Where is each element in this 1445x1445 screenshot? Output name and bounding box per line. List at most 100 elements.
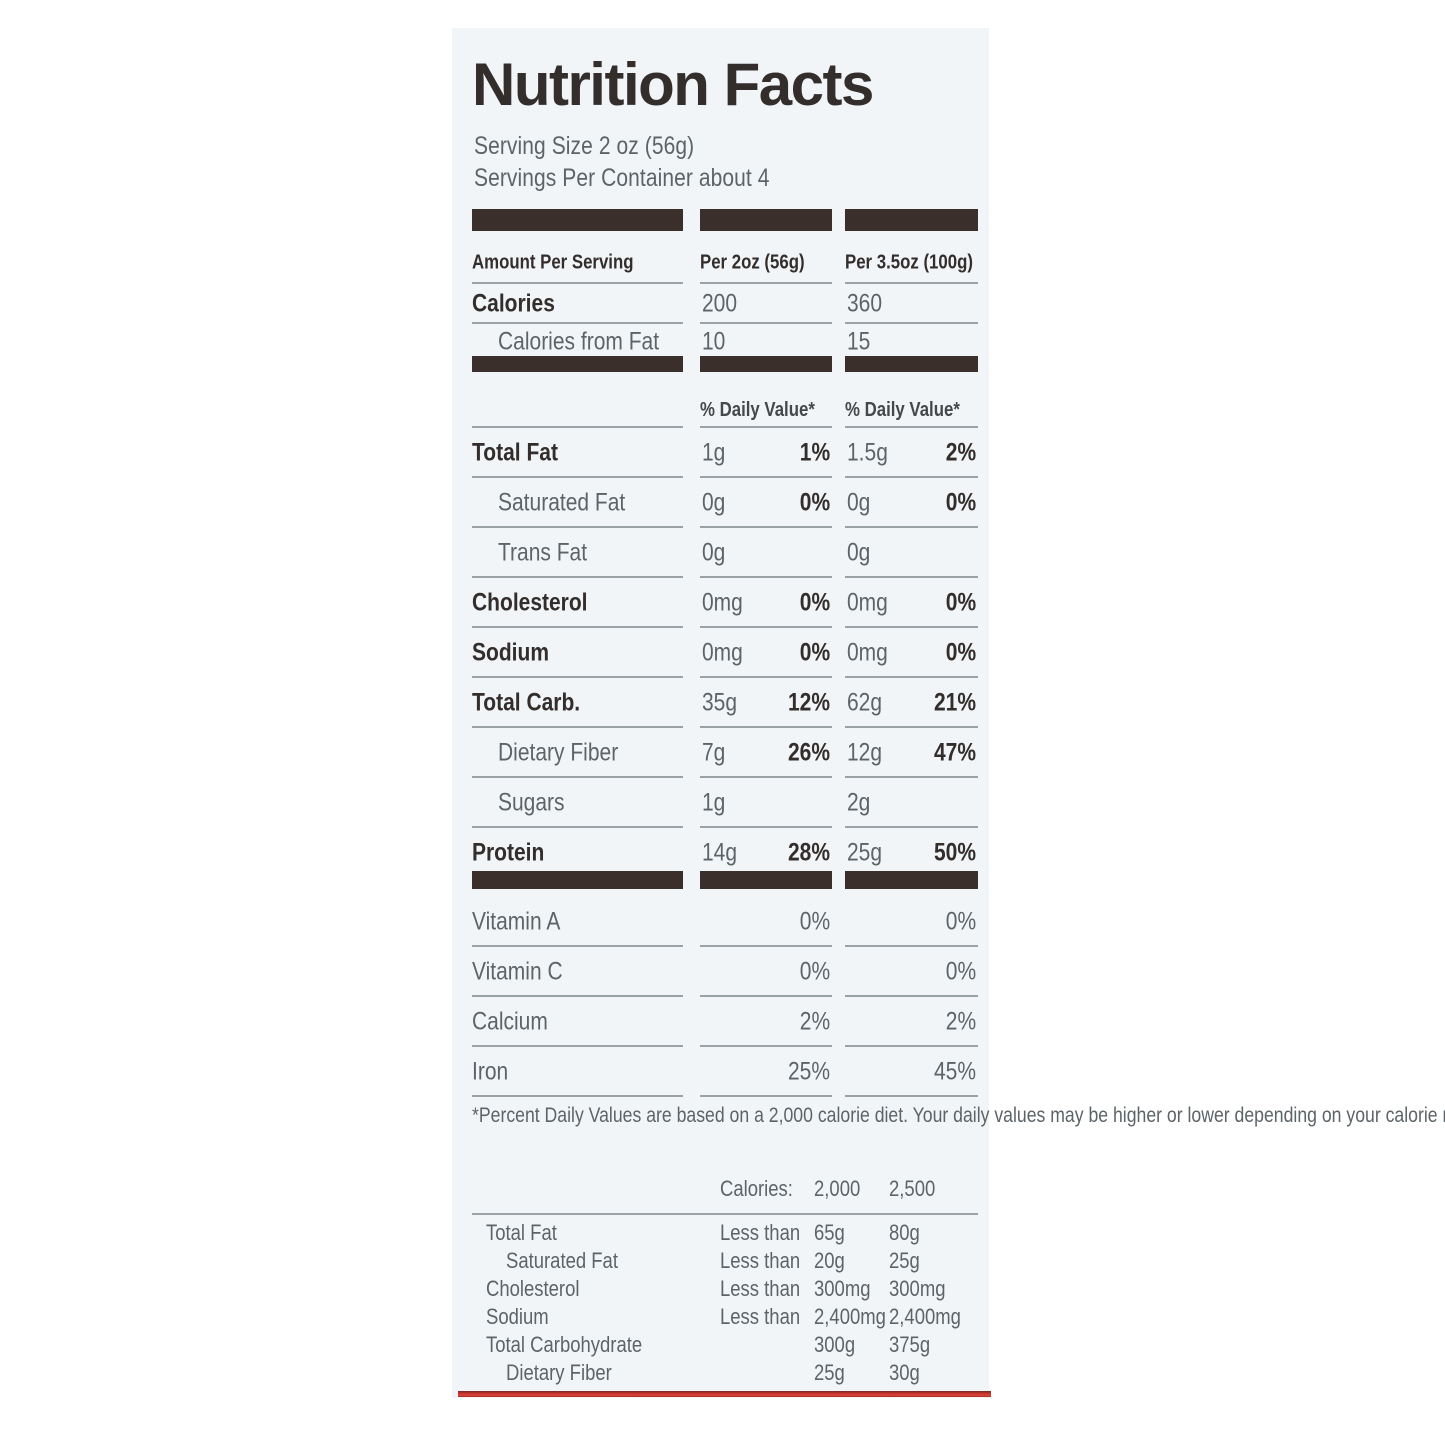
column-header-per-2oz: Per 2oz (56g) xyxy=(700,251,805,274)
nutrient-row: Sugars 1g 2g xyxy=(452,778,989,828)
nutrient-col2-percent: 2% xyxy=(945,438,976,467)
amount-per-serving-label: Amount Per Serving xyxy=(472,251,634,274)
divider-bar-top-col3 xyxy=(845,209,978,231)
row-rule xyxy=(472,826,683,828)
row-rule xyxy=(700,726,832,728)
calories-from-fat-col1-value: 10 xyxy=(702,327,726,356)
nutrient-col1-amount: 14g xyxy=(702,838,738,867)
reference-row-name: Saturated Fat xyxy=(506,1248,618,1273)
nutrient-col1-percent: 0% xyxy=(799,488,830,517)
nutrient-label-cell: Dietary Fiber xyxy=(472,728,683,778)
nutrient-row: Dietary Fiber 7g 26% 12g 47% xyxy=(452,728,989,778)
vitamin-col1-cell: 0% xyxy=(700,947,832,997)
column-header-per-3-5oz: Per 3.5oz (100g) xyxy=(845,251,973,274)
nutrient-col2-cell: 0g xyxy=(845,528,978,578)
row-rule xyxy=(845,626,978,628)
nutrient-col1-cell: 0mg 0% xyxy=(700,578,832,628)
nutrient-col1-percent: 28% xyxy=(787,838,830,867)
nutrient-col2-cell: 0mg 0% xyxy=(845,628,978,678)
row-rule xyxy=(845,426,978,428)
vitamin-label: Vitamin A xyxy=(472,907,561,936)
table-header-row: Amount Per Serving Per 2oz (56g) Per 3.5… xyxy=(452,242,989,284)
row-rule xyxy=(845,576,978,578)
vitamin-col2-percent: 2% xyxy=(945,1007,976,1036)
nutrient-col2-amount: 62g xyxy=(847,688,883,717)
nutrient-col1-amount: 35g xyxy=(702,688,738,717)
nutrient-col1-percent: 0% xyxy=(799,588,830,617)
row-rule xyxy=(472,476,683,478)
vitamin-col2-cell: 0% xyxy=(845,947,978,997)
vitamin-col1-percent: 0% xyxy=(799,907,830,936)
divider-bar-bottom-col2 xyxy=(700,871,832,889)
nutrient-col1-cell: 0mg 0% xyxy=(700,628,832,678)
nutrient-label-cell: Saturated Fat xyxy=(472,478,683,528)
reference-table-row: Cholesterol Less than 300mg 300mg xyxy=(452,1276,989,1304)
reference-table-row: Dietary Fiber 25g 30g xyxy=(452,1360,989,1388)
row-rule xyxy=(700,826,832,828)
nutrient-col2-percent: 0% xyxy=(945,588,976,617)
vitamin-col1-percent: 25% xyxy=(787,1057,830,1086)
reference-row-value-2500: 375g xyxy=(889,1332,931,1357)
nutrient-col1-amount: 0mg xyxy=(702,588,743,617)
vitamin-col2-cell: 0% xyxy=(845,897,978,947)
daily-value-label-col2: % Daily Value* xyxy=(845,399,960,421)
row-rule xyxy=(700,776,832,778)
reference-table-row: Saturated Fat Less than 20g 25g xyxy=(452,1248,989,1276)
row-rule xyxy=(472,282,683,284)
vitamin-col1-cell: 25% xyxy=(700,1047,832,1097)
vitamin-col1-cell: 2% xyxy=(700,997,832,1047)
row-rule xyxy=(845,476,978,478)
vitamin-label-cell: Vitamin A xyxy=(472,897,683,947)
nutrient-col2-percent: 21% xyxy=(933,688,976,717)
vitamin-row: Vitamin A 0% 0% xyxy=(452,897,989,947)
calories-row: Calories 200 360 xyxy=(452,284,989,324)
nutrient-row: Sodium 0mg 0% 0mg 0% xyxy=(452,628,989,678)
nutrient-col1-cell: 14g 28% xyxy=(700,828,832,878)
nutrient-col1-cell: 0g 0% xyxy=(700,478,832,528)
nutrient-col2-amount: 0g xyxy=(847,488,871,517)
reference-table-row: Total Carbohydrate 300g 375g xyxy=(452,1332,989,1360)
row-rule xyxy=(472,945,683,947)
calories-from-fat-label-cell: Calories from Fat xyxy=(472,324,683,360)
row-rule xyxy=(845,282,978,284)
nutrient-label-cell: Sodium xyxy=(472,628,683,678)
vitamin-col2-percent: 45% xyxy=(933,1057,976,1086)
row-rule xyxy=(700,1045,832,1047)
row-rule xyxy=(845,526,978,528)
nutrient-label-cell: Total Fat xyxy=(472,428,683,478)
row-rule xyxy=(700,426,832,428)
calories-from-fat-col2-cell: 15 xyxy=(845,324,978,360)
vitamin-row: Calcium 2% 2% xyxy=(452,997,989,1047)
reference-col-2500-header: 2,500 xyxy=(889,1176,936,1201)
vitamin-col2-percent: 0% xyxy=(945,957,976,986)
nutrient-col1-amount: 0g xyxy=(702,488,726,517)
vitamin-label-cell: Vitamin C xyxy=(472,947,683,997)
row-rule xyxy=(845,676,978,678)
row-rule xyxy=(700,1095,832,1097)
nutrient-col1-cell: 35g 12% xyxy=(700,678,832,728)
vitamin-label: Iron xyxy=(472,1057,509,1086)
nutrient-col2-percent: 47% xyxy=(933,738,976,767)
divider-bar-mid-col1 xyxy=(472,356,683,372)
nutrient-row: Total Fat 1g 1% 1.5g 2% xyxy=(452,428,989,478)
nutrient-row: Trans Fat 0g 0g xyxy=(452,528,989,578)
vitamin-col1-cell: 0% xyxy=(700,897,832,947)
nutrient-col2-amount: 0mg xyxy=(847,588,888,617)
nutrient-col1-cell: 7g 26% xyxy=(700,728,832,778)
row-rule xyxy=(472,576,683,578)
row-rule xyxy=(700,282,832,284)
nutrient-row: Total Carb. 35g 12% 62g 21% xyxy=(452,678,989,728)
calories-col1-cell: 200 xyxy=(700,284,832,324)
servings-per-container-text: Servings Per Container about 4 xyxy=(474,164,770,192)
page-title: Nutrition Facts xyxy=(472,51,874,118)
vitamin-col2-cell: 2% xyxy=(845,997,978,1047)
vitamin-label-cell: Iron xyxy=(472,1047,683,1097)
serving-size-text: Serving Size 2 oz (56g) xyxy=(474,132,695,160)
nutrient-row: Saturated Fat 0g 0% 0g 0% xyxy=(452,478,989,528)
nutrient-col2-cell: 62g 21% xyxy=(845,678,978,728)
row-rule xyxy=(845,322,978,324)
row-rule xyxy=(845,776,978,778)
nutrient-col1-cell: 1g 1% xyxy=(700,428,832,478)
reference-row-value-2000: 25g xyxy=(814,1360,845,1385)
header-cell-col2: Per 3.5oz (100g) xyxy=(845,242,978,284)
